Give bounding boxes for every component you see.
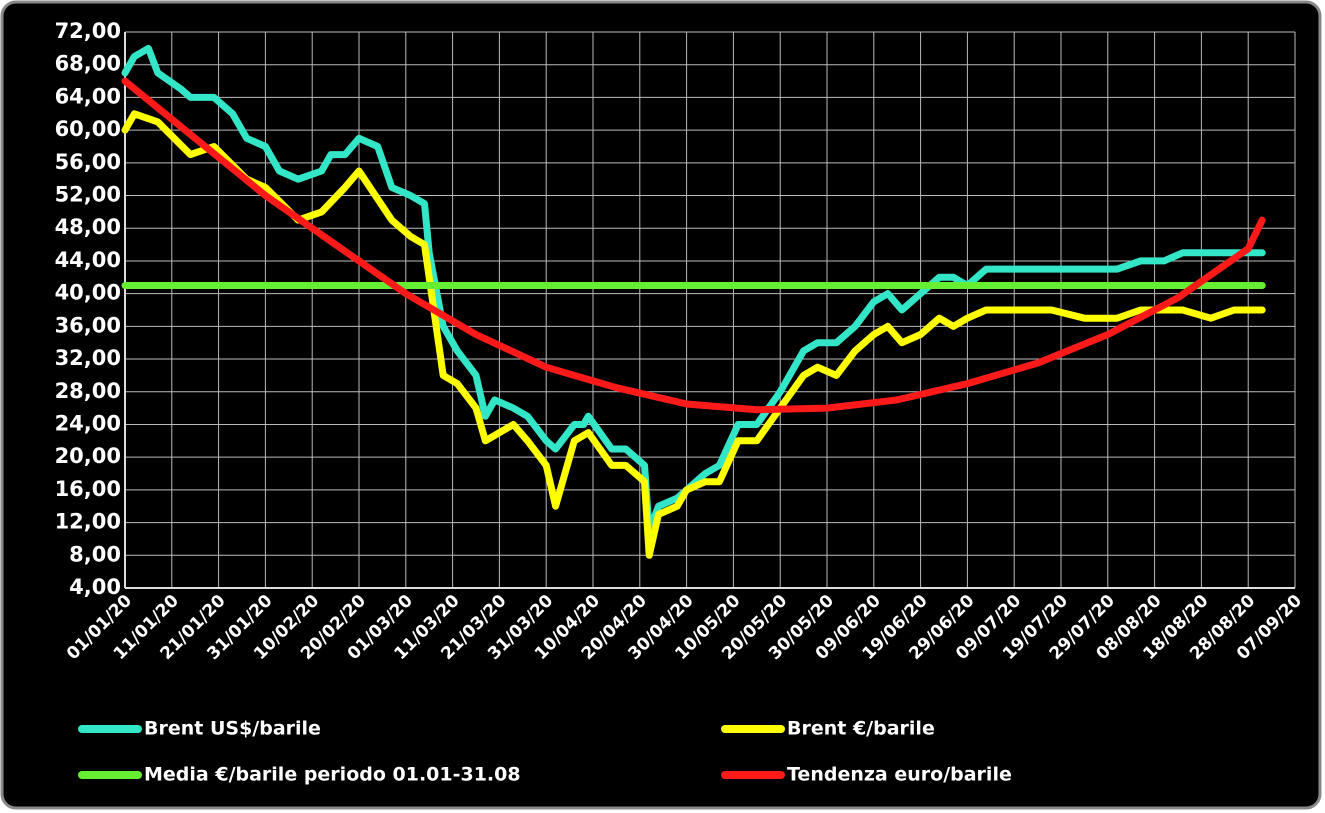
legend-label: Tendenza euro/barile: [787, 764, 1012, 786]
y-tick-label: 40,00: [55, 281, 121, 305]
y-tick-label: 8,00: [69, 542, 121, 566]
y-tick-label: 56,00: [55, 150, 121, 174]
y-tick-label: 64,00: [55, 84, 121, 108]
y-tick-label: 60,00: [55, 117, 121, 141]
y-tick-label: 32,00: [55, 346, 121, 370]
y-tick-label: 28,00: [55, 379, 121, 403]
y-tick-label: 48,00: [55, 215, 121, 239]
y-tick-label: 12,00: [55, 510, 121, 534]
y-tick-label: 20,00: [55, 444, 121, 468]
y-tick-label: 16,00: [55, 477, 121, 501]
series-line: [121, 110, 1266, 559]
y-tick-label: 52,00: [55, 183, 121, 207]
y-tick-label: 4,00: [69, 575, 121, 599]
legend-label: Brent US$/barile: [144, 718, 321, 740]
series-line: [121, 77, 1266, 414]
legend-label: Brent €/barile: [787, 718, 935, 740]
y-tick-label: 36,00: [55, 313, 121, 337]
y-tick-label: 44,00: [55, 248, 121, 272]
legend-label: Media €/barile periodo 01.01-31.08: [144, 764, 521, 786]
y-tick-label: 68,00: [55, 52, 121, 76]
y-tick-label: 24,00: [55, 411, 121, 435]
y-tick-label: 72,00: [55, 19, 121, 43]
